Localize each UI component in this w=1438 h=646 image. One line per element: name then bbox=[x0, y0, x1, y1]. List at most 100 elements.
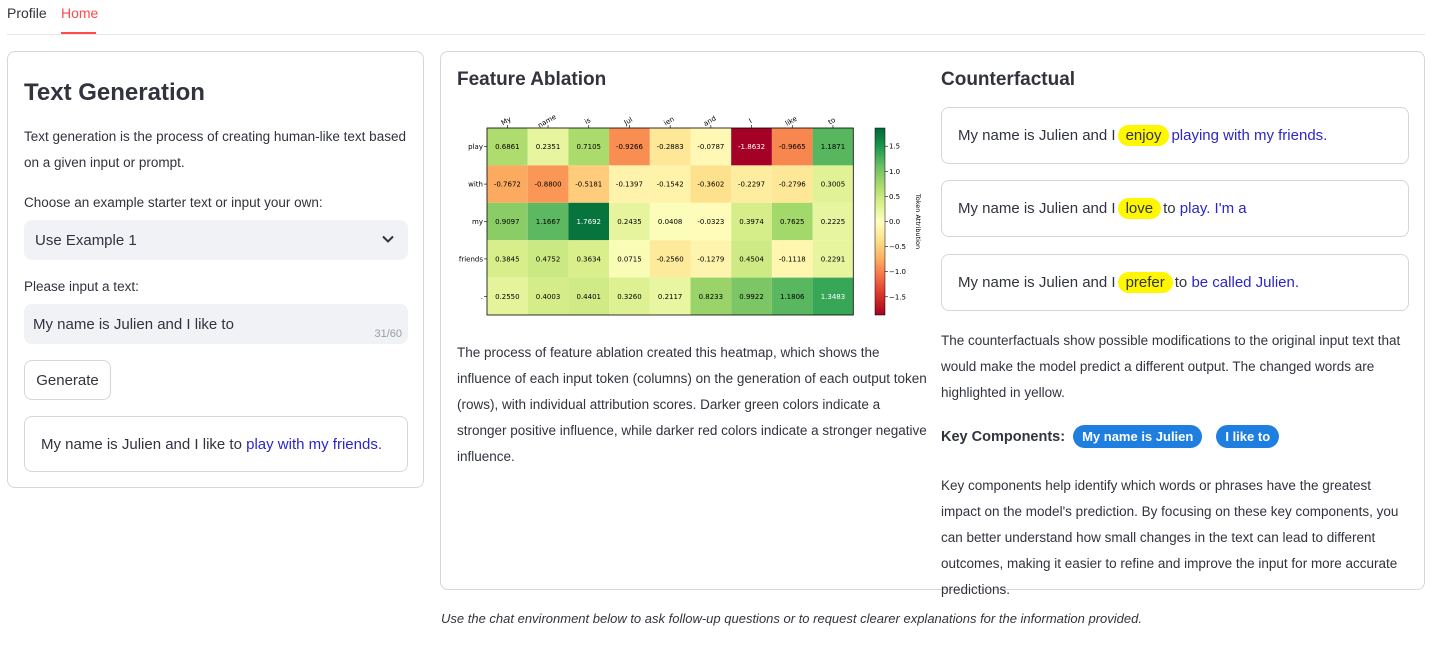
heatmap-value-label: -0.1397 bbox=[616, 181, 643, 189]
counterfactual-middle: to bbox=[1174, 274, 1188, 291]
select-label: Choose an example starter text or input … bbox=[24, 195, 323, 210]
heatmap-cell bbox=[690, 202, 732, 241]
heatmap-cell bbox=[731, 277, 772, 315]
heatmap-cell bbox=[731, 202, 772, 241]
column-tick-label: like bbox=[784, 115, 798, 128]
column-tick-label: Jul bbox=[622, 116, 634, 128]
colorbar-tick-label: 1.5 bbox=[889, 143, 900, 151]
example-select[interactable]: Use Example 1 bbox=[24, 220, 408, 260]
text-generation-card: Text Generation Text generation is the p… bbox=[7, 51, 424, 488]
row-tick-label: . bbox=[481, 293, 483, 301]
heatmap-cell bbox=[771, 165, 813, 203]
tab-profile[interactable]: Profile bbox=[7, 5, 47, 21]
heatmap-value-label: 0.6861 bbox=[495, 143, 519, 151]
heatmap-cell bbox=[812, 240, 854, 278]
text-input[interactable]: My name is Julien and I like to 31/60 bbox=[24, 304, 408, 344]
heatmap-cell bbox=[690, 240, 732, 278]
heatmap-value-label: 0.2117 bbox=[658, 293, 683, 301]
heatmap-cell bbox=[568, 202, 610, 241]
heatmap-cell bbox=[649, 277, 691, 315]
heatmap-cell bbox=[731, 165, 772, 203]
chevron-down-icon bbox=[382, 235, 394, 243]
colorbar-tick-label: −0.5 bbox=[889, 243, 906, 251]
heatmap-value-label: 0.2435 bbox=[617, 218, 642, 226]
heatmap-cell bbox=[487, 128, 528, 166]
counterfactual-prefix: My name is Julien and I bbox=[958, 127, 1116, 144]
heatmap-value-label: 0.9097 bbox=[495, 218, 519, 226]
heatmap-value-label: 1.7692 bbox=[577, 218, 602, 226]
text-generation-title: Text Generation bbox=[24, 79, 205, 106]
counterfactual-middle: to bbox=[1163, 200, 1176, 217]
heatmap-value-label: -0.5181 bbox=[575, 181, 602, 189]
heatmap-cell bbox=[649, 128, 691, 166]
heatmap-cell bbox=[487, 165, 528, 203]
heatmap-value-label: 0.9922 bbox=[739, 293, 764, 301]
heatmap-value-label: 1.1871 bbox=[821, 143, 846, 151]
key-component-pill[interactable]: My name is Julien bbox=[1073, 425, 1203, 448]
heatmap-cell bbox=[527, 128, 569, 166]
char-counter: 31/60 bbox=[374, 328, 402, 340]
heatmap-cell bbox=[690, 128, 732, 166]
row-tick-label: with bbox=[468, 181, 483, 189]
heatmap-value-label: -0.9665 bbox=[779, 143, 806, 151]
heatmap-cell bbox=[609, 277, 650, 315]
heatmap-value-label: 0.4401 bbox=[577, 293, 602, 301]
heatmap-cell bbox=[568, 128, 610, 166]
heatmap-cell bbox=[731, 240, 772, 278]
colorbar-tick-label: 1.0 bbox=[889, 168, 900, 176]
heatmap-value-label: 0.0715 bbox=[617, 255, 642, 263]
heatmap-cell bbox=[609, 202, 650, 241]
key-component-pill[interactable]: I like to bbox=[1216, 425, 1280, 448]
heatmap-value-label: 0.7105 bbox=[577, 143, 602, 151]
heatmap-value-label: 0.3634 bbox=[577, 255, 602, 263]
heatmap-value-label: -0.2883 bbox=[657, 143, 684, 151]
key-components-row: Key Components: My name is Julien I like… bbox=[941, 425, 1280, 448]
heatmap-value-label: -1.8632 bbox=[738, 143, 765, 151]
heatmap-cell bbox=[649, 202, 691, 241]
heatmap-value-label: -0.8800 bbox=[535, 181, 562, 189]
heatmap-value-label: -0.2560 bbox=[657, 255, 684, 263]
heatmap-cell bbox=[527, 165, 569, 203]
tab-home[interactable]: Home bbox=[61, 5, 99, 21]
counterfactual-title: Counterfactual bbox=[941, 69, 1076, 90]
heatmap-cell bbox=[649, 165, 691, 203]
example-select-value: Use Example 1 bbox=[35, 231, 137, 249]
colorbar bbox=[874, 127, 886, 316]
heatmap-cell bbox=[771, 277, 813, 315]
heatmap-cell bbox=[487, 277, 528, 315]
heatmap-cell bbox=[690, 165, 732, 203]
column-tick-label: I bbox=[748, 117, 754, 125]
counterfactual-prefix: My name is Julien and I bbox=[958, 200, 1116, 217]
heatmap-cell bbox=[568, 165, 610, 203]
heatmap-value-label: -0.1118 bbox=[779, 255, 806, 263]
colorbar-tick-label: −1.0 bbox=[889, 268, 906, 276]
heatmap-value-label: -0.0323 bbox=[697, 218, 724, 226]
heatmap-cell bbox=[690, 277, 732, 315]
heatmap-value-label: 0.3260 bbox=[617, 293, 642, 301]
column-tick-label: ien bbox=[663, 115, 676, 127]
counterfactual-generated: be called Julien. bbox=[1191, 274, 1300, 291]
heatmap-value-label: 0.8233 bbox=[699, 293, 724, 301]
column-tick-label: My bbox=[500, 115, 513, 127]
changed-word: love bbox=[1117, 198, 1162, 219]
column-tick-label: name bbox=[536, 113, 557, 130]
heatmap-cell bbox=[649, 240, 691, 278]
tab-bar: Profile Home bbox=[7, 0, 1425, 35]
row-tick-label: my bbox=[472, 218, 483, 226]
heatmap-value-label: 0.3974 bbox=[739, 218, 764, 226]
colorbar-tick-label: 0.0 bbox=[889, 218, 900, 226]
counterfactual-item: My name is Julien and I love to play. I'… bbox=[941, 180, 1409, 237]
heatmap-value-label: 1.3483 bbox=[821, 293, 846, 301]
column-tick-label: and bbox=[702, 115, 717, 129]
text-generation-description: Text generation is the process of creati… bbox=[24, 129, 406, 170]
heatmap-value-label: 0.2225 bbox=[821, 218, 846, 226]
row-tick-label: play bbox=[468, 143, 483, 151]
generate-button[interactable]: Generate bbox=[24, 360, 111, 400]
heatmap-value-label: -0.1279 bbox=[697, 255, 724, 263]
heatmap-value-label: 0.3845 bbox=[495, 255, 519, 263]
counterfactual-item: My name is Julien and I enjoy playing wi… bbox=[941, 107, 1409, 164]
changed-word: enjoy bbox=[1117, 125, 1170, 146]
ablation-heatmap: 0.6861 0.2351 0.7105 -0.9266 -0.2883 -0.0787 -… bbox=[459, 113, 921, 316]
heatmap-value-label: -0.2796 bbox=[779, 181, 807, 189]
counterfactual-description: The counterfactuals show possible modifi… bbox=[941, 333, 1401, 400]
